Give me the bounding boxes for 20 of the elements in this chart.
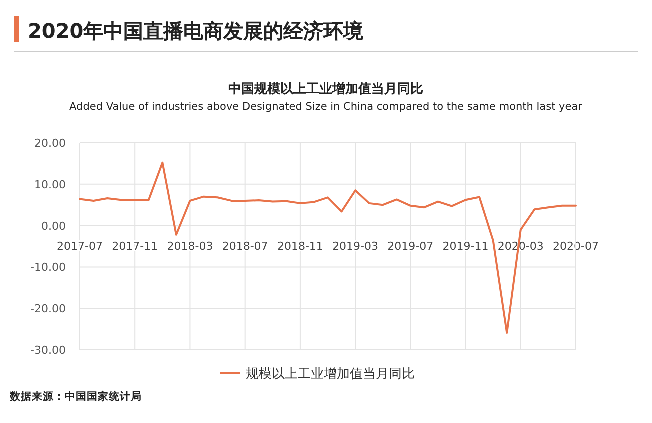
x-tick-label: 2020-07 — [553, 240, 599, 253]
y-tick-label: -30.00 — [30, 344, 66, 357]
chart-subtitle: 中国规模以上工业增加值当月同比 — [228, 82, 424, 97]
x-tick-label: 2017-11 — [112, 240, 158, 253]
x-tick-label: 2019-03 — [332, 240, 379, 253]
chart-title: 2020年中国直播电商发展的经济环境 — [28, 19, 364, 43]
y-tick-label: 0.00 — [42, 220, 66, 233]
legend-label: 规模以上工业增加值当月同比 — [246, 367, 415, 382]
text: Added Value of industries above Designated Size in China compared to the same month last year — [70, 101, 584, 113]
y-tick-label: 20.00 — [34, 137, 66, 150]
x-tick-label: 2018-11 — [277, 240, 324, 253]
x-tick-label: 2018-03 — [167, 240, 214, 253]
source-note: 数据来源：中国国家统计局 — [9, 390, 142, 403]
x-tick-label: 2018-07 — [222, 240, 268, 253]
y-tick-label: 10.00 — [34, 178, 66, 192]
y-tick-label: -10.00 — [30, 261, 66, 274]
x-tick-label: 2019-07 — [388, 240, 434, 253]
x-tick-label: 2019-11 — [442, 240, 489, 253]
x-tick-label: 2017-07 — [57, 240, 103, 253]
y-tick-label: -20.00 — [30, 302, 66, 316]
